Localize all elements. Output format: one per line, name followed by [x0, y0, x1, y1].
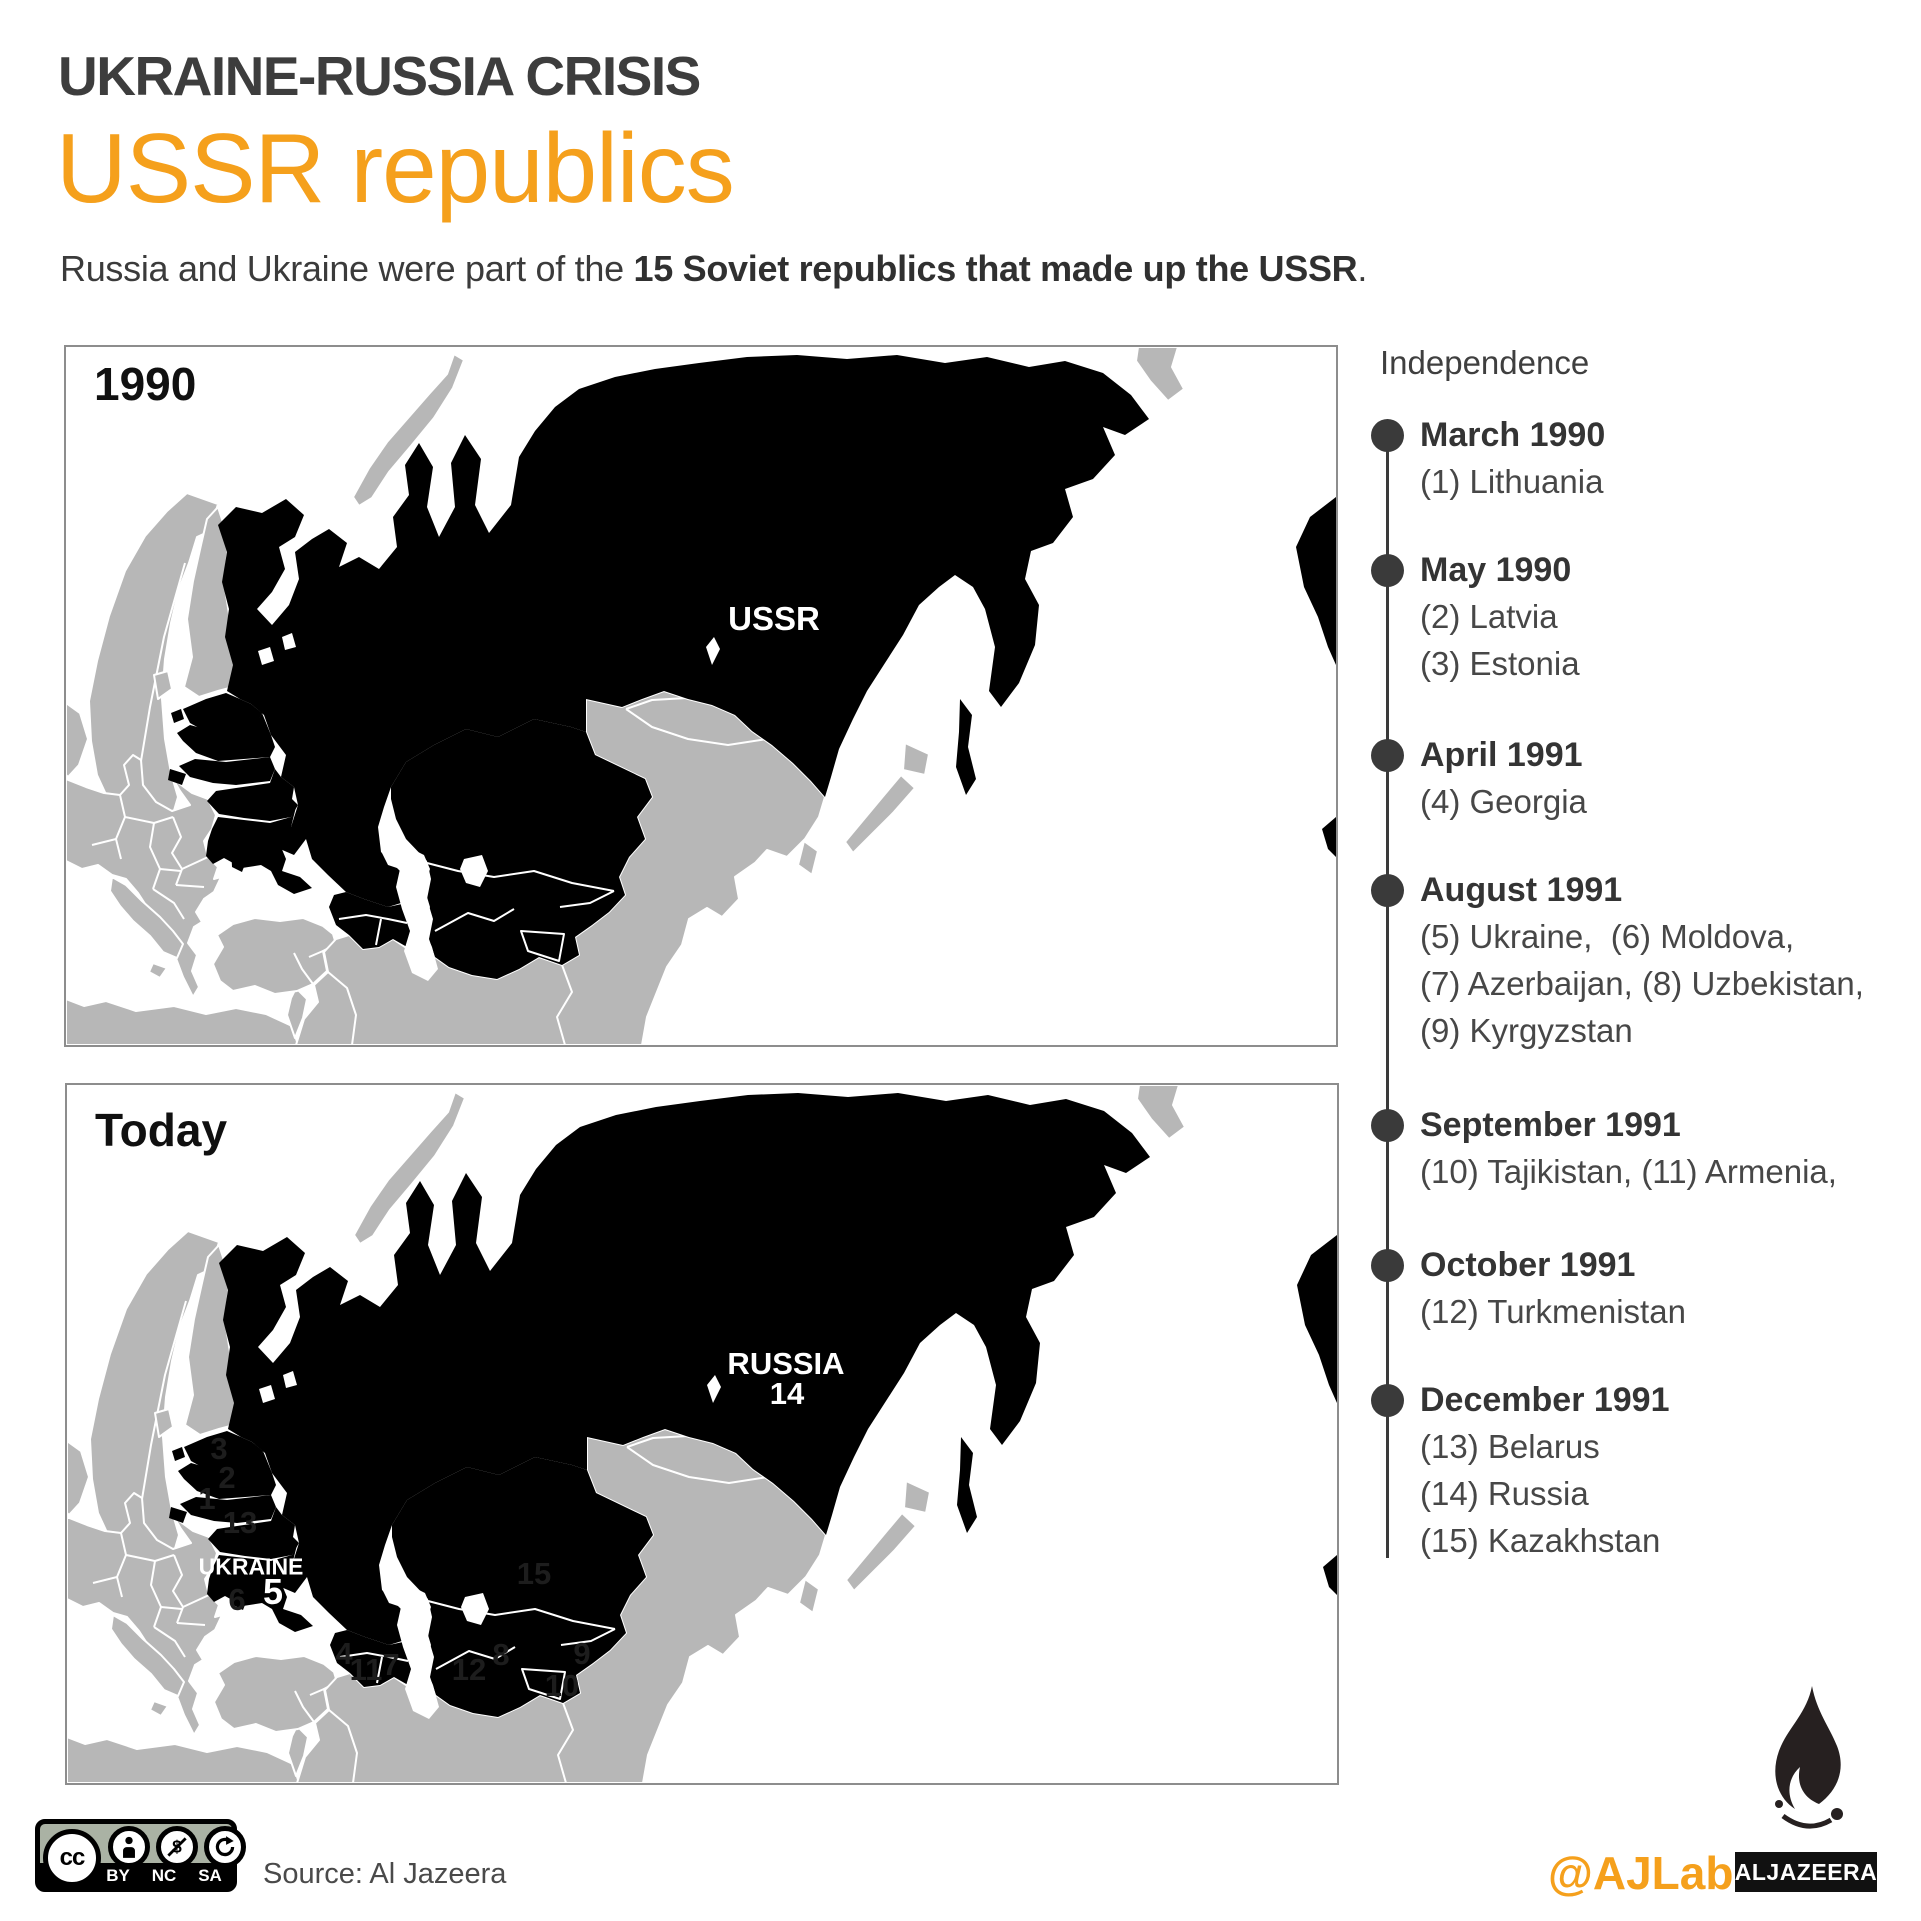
timeline-line [1386, 440, 1389, 1558]
map-number-7: 7 [382, 1647, 400, 1682]
timeline-item: (14) Russia [1420, 1475, 1589, 1512]
timeline-event: December 1991 (13) Belarus (14) Russia (15)… [1371, 1378, 1920, 1564]
timeline-item: (9) Kyrgyzstan [1420, 1012, 1633, 1049]
timeline-dot [1371, 1109, 1404, 1142]
map-number-12: 12 [451, 1652, 487, 1687]
timeline-event: April 1991 (4) Georgia [1371, 733, 1920, 825]
timeline-dot [1371, 874, 1404, 907]
timeline-date: March 1990 [1420, 416, 1606, 454]
timeline-dot [1371, 1384, 1404, 1417]
timeline-dot [1371, 1249, 1404, 1282]
map-number-2: 2 [218, 1460, 236, 1495]
share-alike-icon [204, 1826, 246, 1868]
attribution-icon [108, 1826, 150, 1868]
cc-label-nc: NC [151, 1865, 177, 1885]
timeline-item: (7) Azerbaijan, (8) Uzbekistan, [1420, 965, 1864, 1002]
intro-bold: 15 Soviet republics that made up the USS… [633, 248, 1358, 289]
aljazeera-wordmark: ALJAZEERA [1735, 1852, 1877, 1892]
timeline-item: (10) Tajikistan, (11) Armenia, [1420, 1153, 1837, 1190]
timeline-date: December 1991 [1420, 1381, 1670, 1419]
map-number-9: 9 [573, 1636, 591, 1671]
timeline-event: September 1991 (10) Tajikistan, (11) Arme… [1371, 1103, 1920, 1195]
timeline-date: September 1991 [1420, 1106, 1681, 1144]
timeline-date: August 1991 [1420, 871, 1623, 909]
ukraine-number-label: 5 [262, 1571, 284, 1612]
timeline-event: October 1991 (12) Turkmenistan [1371, 1243, 1920, 1335]
cc-license-badge: BY NC SA cc $ [35, 1819, 246, 1892]
map-1990: 1990 USSR [64, 345, 1338, 1047]
map-number-11: 11 [349, 1652, 383, 1687]
timeline-item: (2) Latvia [1420, 598, 1558, 635]
ukraine-label: UKRAINE [198, 1553, 304, 1580]
map-number-13: 13 [222, 1505, 258, 1540]
timeline-item: (15) Kazakhstan [1420, 1522, 1661, 1559]
timeline-date: October 1991 [1420, 1246, 1636, 1284]
map-today: Today RUSSIA 14 UKRAINE 5 1 2 3 13 6 4 11 7 12 8 9… [65, 1083, 1339, 1785]
cc-label-sa: SA [198, 1865, 222, 1885]
intro-text: Russia and Ukraine were part of the 15 S… [60, 248, 1367, 290]
russia-number-label: 14 [769, 1376, 805, 1411]
map-number-4: 4 [335, 1636, 353, 1671]
cc-label-by: BY [106, 1865, 130, 1885]
map-number-6: 6 [228, 1582, 246, 1617]
timeline-item: (12) Turkmenistan [1420, 1293, 1686, 1330]
map-today-svg [67, 1085, 1337, 1783]
map-number-8: 8 [492, 1637, 510, 1672]
map-today-year-label: Today [95, 1104, 228, 1156]
map-number-1: 1 [198, 1481, 216, 1516]
timeline-item: (1) Lithuania [1420, 463, 1604, 500]
timeline-event: August 1991 (5) Ukraine, (6) Moldova, (7) … [1371, 868, 1920, 1054]
timeline-item: (5) Ukraine, (6) Moldova, [1420, 918, 1795, 955]
map-1990-year-label: 1990 [94, 358, 197, 410]
timeline-item: (4) Georgia [1420, 783, 1587, 820]
intro-period: . [1357, 248, 1368, 289]
source-text: Source: Al Jazeera [263, 1858, 507, 1890]
intro-regular: Russia and Ukraine were part of the [60, 248, 634, 289]
ajlabs-handle: @AJLabs [1548, 1847, 1760, 1899]
timeline-event: May 1990 (2) Latvia (3) Estonia [1371, 548, 1920, 687]
timeline-dot [1371, 554, 1404, 587]
timeline-date: May 1990 [1420, 551, 1572, 589]
timeline-dot [1371, 419, 1404, 452]
map-number-10: 10 [544, 1668, 580, 1703]
timeline-date: April 1991 [1420, 736, 1583, 774]
russia-label: RUSSIA [727, 1346, 845, 1381]
page-title: USSR republics [56, 113, 735, 223]
non-commercial-icon: $ [156, 1826, 198, 1868]
cc-icon: cc [43, 1829, 101, 1887]
timeline-item: (13) Belarus [1420, 1428, 1600, 1465]
map-number-15: 15 [516, 1556, 552, 1591]
ussr-label: USSR [728, 600, 820, 637]
map-1990-svg [66, 347, 1336, 1045]
timeline-title: Independence [1380, 344, 1590, 381]
timeline-dot [1371, 739, 1404, 772]
map-number-3: 3 [210, 1431, 228, 1466]
timeline-event: March 1990 (1) Lithuania [1371, 413, 1920, 505]
aljazeera-flame-logo [1775, 1686, 1843, 1829]
timeline-item: (3) Estonia [1420, 645, 1580, 682]
page-kicker: UKRAINE-RUSSIA CRISIS [58, 45, 701, 107]
